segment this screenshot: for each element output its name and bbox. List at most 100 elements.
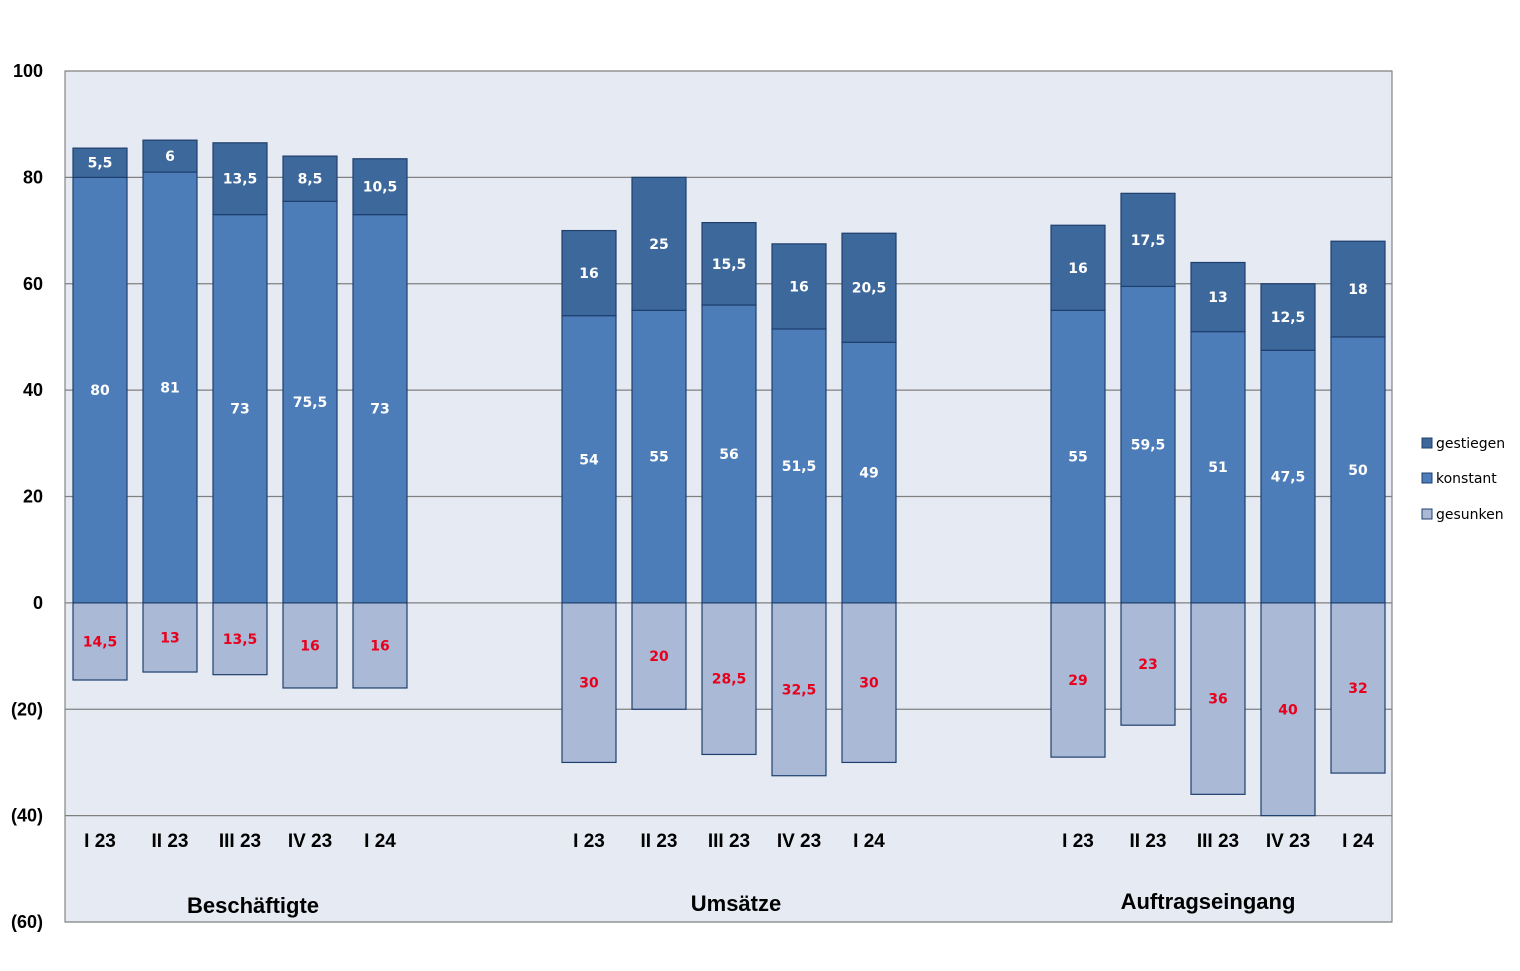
legend-swatch-gesunken — [1421, 508, 1433, 520]
legend: gestiegen konstant gesunken — [1421, 436, 1505, 523]
group-label: Umsätze — [691, 891, 781, 916]
y-tick-label: 100 — [13, 61, 43, 81]
data-label-gesunken: 23 — [1138, 657, 1157, 673]
data-label-gestiegen: 17,5 — [1131, 233, 1166, 249]
data-label-konstant: 55 — [649, 450, 668, 466]
bar-gestiegen — [72, 147, 128, 178]
bar-gesunken — [631, 602, 687, 710]
data-label-gesunken: 14,5 — [83, 634, 118, 650]
bar-gestiegen — [841, 232, 897, 343]
data-label-konstant: 59,5 — [1131, 438, 1166, 454]
data-label-gesunken: 28,5 — [712, 672, 747, 688]
data-label-konstant: 73 — [370, 402, 389, 418]
data-label-gesunken: 16 — [300, 638, 319, 654]
bar-konstant — [142, 171, 198, 604]
bar-gestiegen — [561, 229, 617, 317]
data-label-gesunken: 13,5 — [223, 632, 258, 648]
data-label-konstant: 73 — [230, 402, 249, 418]
legend-label-gesunken: gesunken — [1436, 507, 1504, 523]
data-label-konstant: 51,5 — [782, 459, 817, 475]
bar-gestiegen — [1260, 283, 1316, 351]
x-tick-label: III 23 — [708, 831, 750, 852]
x-tick-label: I 23 — [1062, 831, 1094, 852]
data-label-konstant: 49 — [859, 466, 878, 482]
data-label-konstant: 81 — [160, 380, 179, 396]
y-axis: 100 80 60 40 20 0 (20) (40) (60) — [11, 61, 43, 932]
bar-gesunken — [1190, 602, 1246, 795]
bar-gesunken — [1330, 602, 1386, 774]
x-tick-label: I 24 — [364, 831, 396, 852]
y-tick-label: (60) — [11, 912, 43, 932]
legend-swatch-gestiegen — [1421, 437, 1433, 449]
data-label-gestiegen: 10,5 — [363, 180, 398, 196]
bar-gestiegen — [212, 142, 268, 216]
data-label-gestiegen: 8,5 — [298, 172, 323, 188]
x-tick-label: IV 23 — [288, 831, 332, 852]
data-label-gestiegen: 16 — [1068, 261, 1087, 277]
y-tick-label: (40) — [11, 806, 43, 826]
bar-gesunken — [1120, 602, 1176, 726]
data-label-gesunken: 13 — [160, 630, 179, 646]
x-tick-label: IV 23 — [777, 831, 821, 852]
data-label-gestiegen: 18 — [1348, 282, 1367, 298]
bar-gesunken — [771, 602, 827, 777]
legend-label-gestiegen: gestiegen — [1436, 436, 1505, 452]
data-label-gestiegen: 15,5 — [712, 257, 747, 273]
bar-gesunken — [212, 602, 268, 676]
x-tick-label: I 23 — [573, 831, 605, 852]
bar-konstant — [282, 200, 338, 604]
bar-konstant — [771, 328, 827, 604]
y-tick-label: 20 — [23, 487, 43, 507]
data-label-konstant: 47,5 — [1271, 470, 1306, 486]
bar-gesunken — [282, 602, 338, 689]
bar-gestiegen — [701, 221, 757, 306]
bar-gestiegen — [352, 158, 408, 216]
y-tick-label: (20) — [11, 699, 43, 719]
data-label-gestiegen: 12,5 — [1271, 310, 1306, 326]
data-label-konstant: 51 — [1208, 460, 1227, 476]
data-label-gestiegen: 5,5 — [88, 156, 113, 172]
bar-konstant — [1260, 349, 1316, 604]
data-label-gestiegen: 16 — [789, 279, 808, 295]
data-label-gesunken: 32,5 — [782, 682, 817, 698]
bar-konstant — [1190, 331, 1246, 604]
data-label-gestiegen: 13,5 — [223, 172, 258, 188]
bar-gestiegen — [142, 139, 198, 173]
y-tick-label: 0 — [33, 593, 43, 613]
group-label: Auftragseingang — [1121, 889, 1296, 914]
data-label-konstant: 80 — [90, 383, 110, 399]
bar-gesunken — [561, 602, 617, 764]
data-label-gesunken: 32 — [1348, 681, 1367, 697]
bar-gestiegen — [1330, 240, 1386, 338]
bar-gestiegen — [771, 243, 827, 330]
data-label-konstant: 50 — [1348, 463, 1368, 479]
x-tick-label: IV 23 — [1266, 831, 1310, 852]
bar-gestiegen — [282, 155, 338, 202]
bar-gestiegen — [1190, 261, 1246, 333]
x-tick-label: III 23 — [1197, 831, 1239, 852]
bar-gestiegen — [1120, 192, 1176, 288]
bars: 5,5 80 14,5 6 81 13 13,5 73 13,5 8,5 75,5 16 10,5 73 1… — [72, 139, 1386, 817]
bar-gestiegen — [631, 176, 687, 311]
bar-konstant — [352, 214, 408, 604]
data-label-gesunken: 20 — [649, 649, 669, 665]
data-label-gesunken: 30 — [859, 676, 879, 692]
bar-konstant — [72, 176, 128, 604]
x-tick-label: II 23 — [641, 831, 678, 852]
data-label-gesunken: 29 — [1068, 673, 1087, 689]
bar-konstant — [1050, 309, 1106, 604]
bar-gesunken — [352, 602, 408, 689]
x-tick-label: I 24 — [1342, 831, 1374, 852]
bar-konstant — [561, 315, 617, 604]
y-tick-label: 60 — [23, 274, 43, 294]
legend-swatch-konstant — [1421, 472, 1433, 484]
x-tick-label: III 23 — [219, 831, 261, 852]
group-label: Beschäftigte — [187, 893, 319, 918]
y-tick-label: 40 — [23, 380, 43, 400]
data-label-konstant: 55 — [1068, 450, 1087, 466]
data-label-konstant: 56 — [719, 447, 738, 463]
x-axis-labels: I 23 II 23 III 23 IV 23 I 24 I 23 II 23 III 23 I… — [84, 831, 1374, 852]
legend-label-konstant: konstant — [1436, 471, 1497, 487]
x-tick-label: II 23 — [1130, 831, 1167, 852]
